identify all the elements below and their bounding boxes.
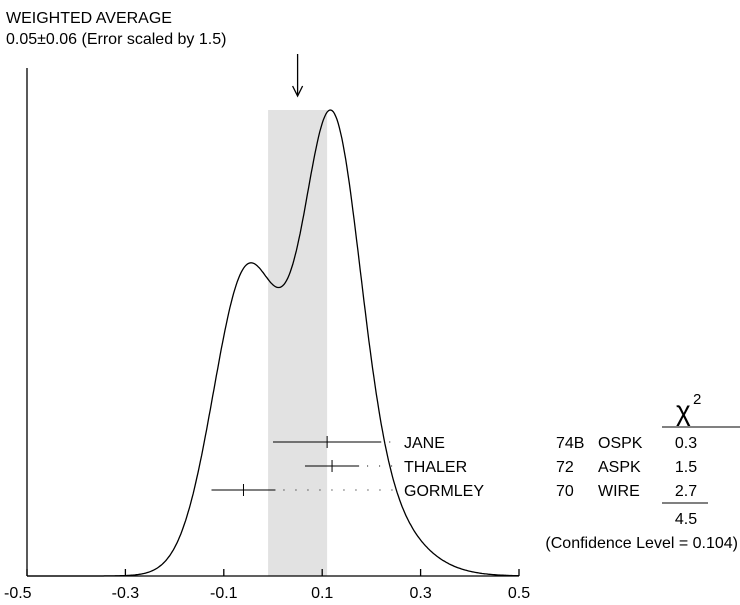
chi2-header: χ — [676, 395, 691, 426]
x-tick-label: -0.1 — [210, 585, 238, 602]
measurement-technique: OSPK — [598, 435, 643, 452]
confidence-level: (Confidence Level = 0.104) — [545, 535, 738, 552]
chi2-superscript: 2 — [693, 391, 701, 408]
measurement-chi2: 2.7 — [675, 483, 697, 500]
measurement-author: JANE — [404, 435, 445, 452]
measurement-chi2: 0.3 — [675, 435, 697, 452]
x-tick-label: 0.3 — [409, 585, 431, 602]
x-tick-label: -0.3 — [112, 585, 140, 602]
x-tick-label: 0.5 — [508, 585, 530, 602]
chart-subtitle: 0.05±0.06 (Error scaled by 1.5) — [6, 31, 226, 48]
measurement-technique: ASPK — [598, 459, 641, 476]
x-axis-ticks — [26, 569, 520, 576]
x-tick-label: -0.5 — [4, 585, 32, 602]
chart-title: WEIGHTED AVERAGE — [6, 10, 172, 27]
measurement-author: GORMLEY — [404, 483, 484, 500]
measurement-table: JANE 74B OSPK 0.3 THALER 72 ASPK 1.5 GOR… — [404, 391, 740, 552]
measurement-year: 70 — [556, 483, 574, 500]
measurement-author: THALER — [404, 459, 467, 476]
weighted-average-arrow-icon — [292, 54, 304, 98]
measurement-error-bars — [211, 436, 398, 496]
weighted-average-band — [268, 110, 328, 576]
measurement-year: 72 — [556, 459, 574, 476]
x-axis-tick-labels: -0.5 -0.3 -0.1 0.1 0.3 0.5 — [4, 585, 530, 602]
measurement-technique: WIRE — [598, 483, 640, 500]
measurement-chi2: 1.5 — [675, 459, 697, 476]
chi2-total: 4.5 — [675, 511, 697, 528]
measurement-year: 74B — [556, 435, 584, 452]
x-tick-label: 0.1 — [311, 585, 333, 602]
